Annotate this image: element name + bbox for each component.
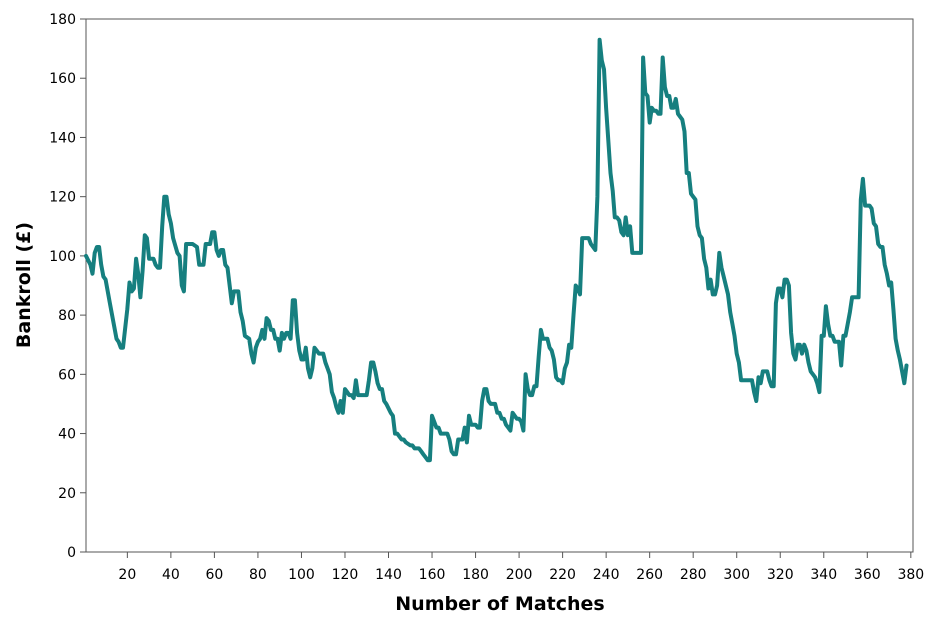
y-tick-label: 120 — [49, 190, 76, 206]
y-tick-label: 100 — [49, 249, 76, 265]
y-tick-label: 0 — [67, 545, 76, 561]
y-axis-title: Bankroll (£) — [13, 222, 35, 348]
series-line — [84, 37, 909, 463]
y-tick-label: 60 — [58, 367, 76, 383]
x-tick-label: 160 — [419, 567, 446, 583]
x-tick-label: 180 — [462, 567, 489, 583]
x-tick-label: 380 — [897, 567, 924, 583]
plot-frame — [85, 18, 914, 553]
x-axis: 20 40 60 80 100 120 140 160 180 200 220 240 260 280 30… — [118, 552, 924, 583]
x-tick-label: 300 — [723, 567, 750, 583]
x-tick-label: 240 — [593, 567, 620, 583]
x-tick-label: 100 — [288, 567, 315, 583]
y-tick-label: 20 — [58, 486, 76, 502]
x-tick-label: 340 — [810, 567, 837, 583]
y-tick-label: 140 — [49, 130, 76, 146]
x-tick-label: 260 — [636, 567, 663, 583]
x-tick-label: 280 — [680, 567, 707, 583]
y-tick-label: 40 — [58, 427, 76, 443]
x-tick-label: 360 — [854, 567, 881, 583]
y-axis: 0 20 40 60 80 100 120 140 160 180 — [49, 12, 86, 561]
y-tick-label: 80 — [58, 308, 76, 324]
y-tick-label: 160 — [49, 71, 76, 87]
y-tick-label: 180 — [49, 12, 76, 28]
x-tick-label: 120 — [332, 567, 359, 583]
x-tick-label: 200 — [506, 567, 533, 583]
x-tick-label: 320 — [767, 567, 794, 583]
x-tick-label: 40 — [162, 567, 180, 583]
x-tick-label: 20 — [118, 567, 136, 583]
x-axis-title: Number of Matches — [395, 593, 604, 615]
x-tick-label: 80 — [249, 567, 267, 583]
x-tick-label: 140 — [375, 567, 402, 583]
x-tick-label: 220 — [549, 567, 576, 583]
x-tick-label: 60 — [205, 567, 223, 583]
